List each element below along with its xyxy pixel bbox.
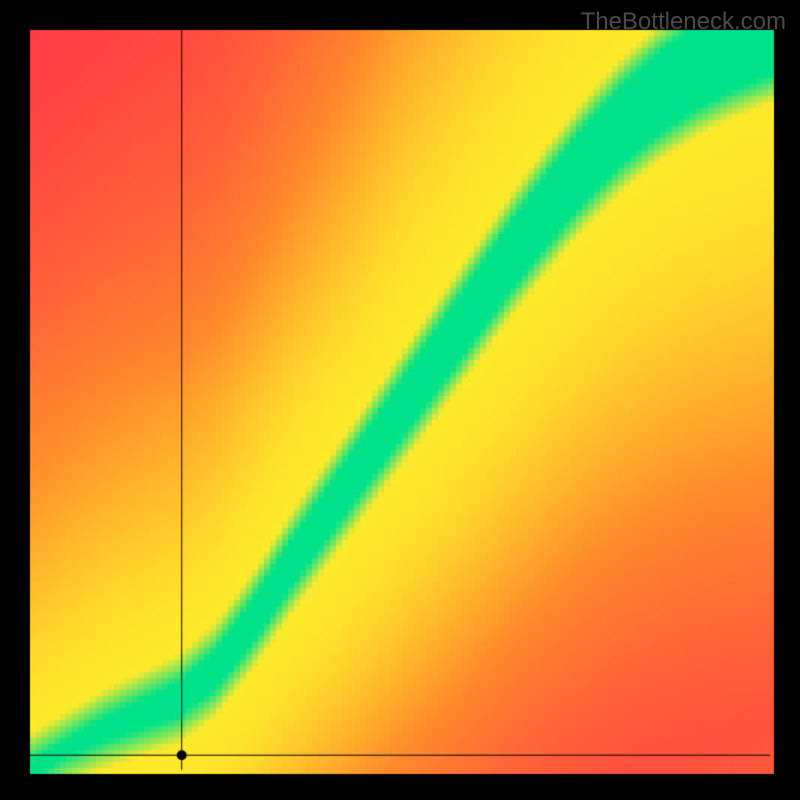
watermark-text: TheBottleneck.com: [581, 8, 786, 36]
chart-container: TheBottleneck.com: [0, 0, 800, 800]
bottleneck-heatmap-canvas: [0, 0, 800, 800]
